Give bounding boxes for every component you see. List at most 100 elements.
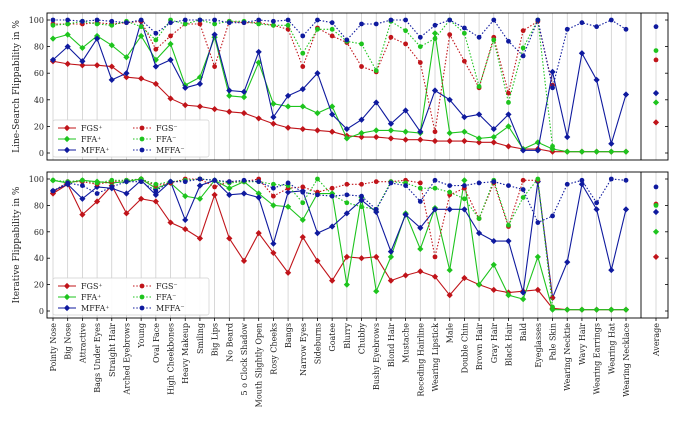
point-ffa-plus-p1-high-cheekbones [167,40,174,48]
point-mffa-minus-p1-wearing-necklace [623,26,629,32]
point-mffa-minus-p2-bald [520,187,526,192]
series-line-ffa-minus-p1 [52,18,554,147]
point-ffa-minus-p2-eyeglasses [535,176,541,182]
point-mffa-plus-p2-black-hair [505,237,512,245]
point-fgs-plus-p1-arched-eyebrows [123,74,130,81]
point-fgs-plus-p2-oval-face [152,198,159,205]
xtick-label-bushy-eyebrows: Bushy Eyebrows [372,323,381,390]
xtick-label-wavy-hair: Wavy Hair [578,323,587,365]
point-ffa-plus-p1-brown-hair [475,135,483,142]
point-fgs-plus-p2-blurry [343,253,350,260]
point-fgs-minus-p2-goatee [329,185,335,191]
point-mffa-plus-p1-chubby [358,116,365,123]
xtick-label-oval-face: Oval Face [152,323,161,363]
xtick-label-no-beard: No Beard [225,323,234,362]
xtick-label-male: Male [446,323,455,344]
ytick-label-p1: 40 [34,96,44,105]
point-mffa-minus-p2-arched-eyebrows [124,179,129,185]
point-mffa-plus-p2-wearing-necktie [564,259,571,266]
xtick-label-wearing-earrings: Wearing Earrings [593,323,602,394]
legend-marker-fgs-plus-p1 [63,124,71,132]
xtick-label-5-o-clock-shadow: 5 o Clock Shadow [240,323,249,396]
xtick-label-sideburns: Sideburns [313,323,322,364]
point-mffa-plus-p1-mouth-slightly-open [255,48,262,56]
point-mffa-plus-p1-narrow-eyes [299,86,306,93]
point-mffa-minus-p1-arched-eyebrows [124,20,129,26]
point-mffa-minus-p1-receding-hairline [417,34,423,40]
point-mffa-plus-p1-bushy-eyebrows [373,99,380,106]
point-fgs-minus-p1-male [447,32,453,38]
point-ffa-plus-p1-wavy-hair [578,148,586,155]
point-mffa-plus-p1-goatee [329,111,336,118]
point-fgs-plus-p1-attractive [79,62,86,69]
point-fgs-minus-p1-narrow-eyes [300,64,306,69]
point-ffa-plus-p1-wearing-necktie [564,148,571,155]
point-ffa-minus-p2-chubby [359,204,364,210]
point-mffa-minus-p2-wavy-hair [579,177,585,183]
point-mffa-minus-p1-narrow-eyes [300,33,306,39]
point-ffa-minus-p1-heavy-makeup [182,21,188,27]
point-ffa-plus-p2-male [446,266,453,274]
point-mffa-plus-p1-5-o-clock-shadow [240,88,248,95]
point-ffa-minus-p1-average [653,48,659,53]
point-mffa-minus-p2-average [653,184,659,190]
point-mffa-minus-p2-chubby [359,193,364,199]
point-fgs-minus-p2-big-lips [212,184,218,190]
point-mffa-minus-p2-young [138,179,144,185]
point-mffa-plus-p1-wearing-necklace [622,91,630,98]
point-mffa-minus-p2-straight-hair [109,184,115,190]
xtick-label-double-chin: Double Chin [460,323,469,373]
point-ffa-plus-p1-sideburns [314,110,321,117]
point-mffa-minus-p2-bags-under-eyes [94,191,100,196]
point-ffa-minus-p1-bags-under-eyes [94,21,100,27]
point-ffa-plus-p1-eyeglasses [534,139,541,146]
point-ffa-plus-p1-male [446,129,453,137]
point-fgs-plus-p2-mustache [402,272,409,279]
point-ffa-plus-p2-narrow-eyes [299,216,306,224]
point-ffa-minus-p1-mouth-slightly-open [256,21,262,27]
point-fgs-plus-p2-smiling [196,235,204,242]
point-fgs-minus-p1-wearing-lipstick [432,129,438,135]
point-mffa-minus-p2-double-chin [461,183,467,189]
point-fgs-minus-p2-wearing-lipstick [432,254,438,260]
series-line-mffa-plus-p1 [52,19,627,151]
point-ffa-plus-p2-blond-hair [387,253,395,260]
point-ffa-minus-p1-mustache [403,28,409,34]
point-ffa-plus-p2-blurry [343,281,350,288]
point-ffa-minus-p1-double-chin [461,30,467,36]
point-mffa-plus-p1-no-beard [226,87,233,94]
legend-label-ffa-minus-p2: FFA⁻ [156,293,176,302]
point-mffa-plus-p1-bags-under-eyes [93,35,101,42]
point-fgs-minus-p1-average [653,57,659,63]
ytick-label-p1: 20 [34,122,44,131]
point-mffa-minus-p2-rosy-cheeks [270,185,276,191]
point-ffa-plus-p2-double-chin [461,177,468,184]
point-fgs-minus-p2-blurry [344,181,350,187]
point-fgs-plus-p2-chubby [358,255,365,262]
point-fgs-plus-p2-gray-hair [490,286,497,293]
point-mffa-minus-p1-wearing-lipstick [432,22,438,28]
series-line-fgs-plus-p2 [52,183,626,311]
point-mffa-minus-p2-high-cheekbones [168,179,173,185]
point-fgs-plus-p2-young [138,195,145,202]
point-ffa-plus-p2-bangs [284,203,292,210]
point-fgs-minus-p2-narrow-eyes [300,184,306,190]
point-ffa-plus-p1-wearing-earrings [593,148,600,155]
series-line-mffa-minus-p2 [52,178,627,224]
point-fgs-plus-p1-5-o-clock-shadow [240,110,248,117]
point-ffa-minus-p1-pointy-nose [50,22,56,28]
ytick-label-p1: 0 [39,149,44,158]
xtick-label-heavy-makeup: Heavy Makeup [181,323,190,384]
point-ffa-plus-p1-double-chin [461,128,468,135]
point-fgs-minus-p2-receding-hairline [417,180,423,186]
xtick-label-wearing-necktie: Wearing Necktie [563,323,572,391]
point-fgs-plus-p1-straight-hair [108,63,115,70]
point-ffa-plus-p1-average [652,99,660,106]
point-mffa-plus-p1-bangs [284,92,292,99]
point-ffa-plus-p1-arched-eyebrows [123,54,130,61]
point-ffa-plus-p2-heavy-makeup [182,193,189,200]
ytick-label-p1: 80 [34,43,44,52]
point-fgs-minus-p1-oval-face [153,46,159,52]
point-fgs-plus-p2-big-lips [211,191,218,198]
point-ffa-minus-p1-wearing-lipstick [432,36,438,42]
